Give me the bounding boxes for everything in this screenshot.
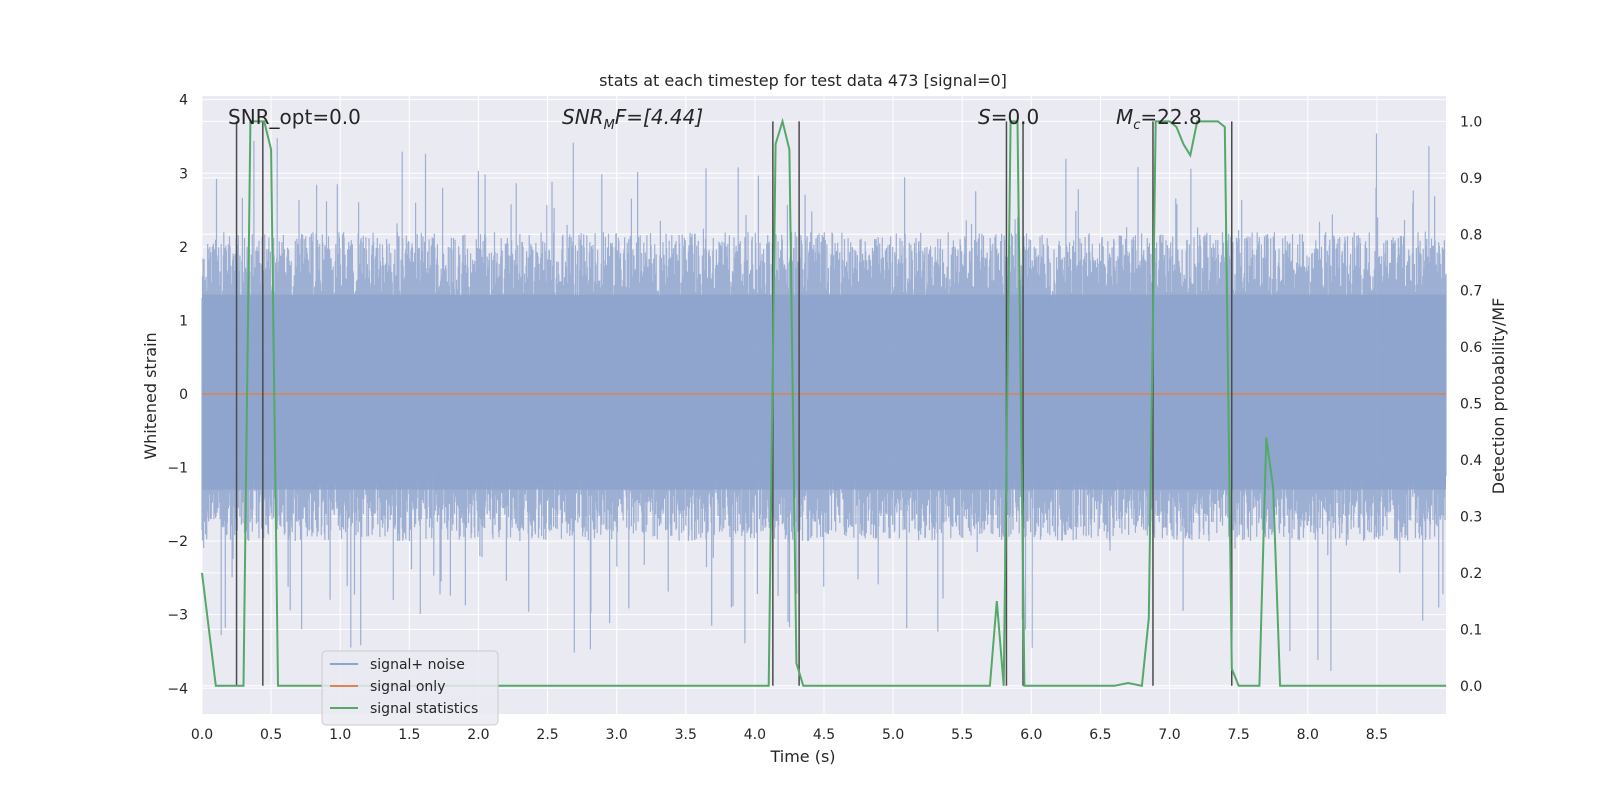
y-left-axis-ticks: 4 3 2 1 0 −1 −2 −3 −4 [167, 93, 188, 698]
legend-entry-noise: signal+ noise [370, 657, 465, 673]
y-right-axis-label: Detection probability/MF [1489, 298, 1508, 495]
y-right-tick-label: 0.8 [1460, 227, 1482, 243]
legend-entry-stats: signal statistics [370, 701, 478, 717]
mc-sub: c [1133, 118, 1140, 133]
y-left-tick-label: 4 [179, 93, 188, 109]
x-tick-label: 3.5 [675, 727, 697, 743]
x-tick-label: 8.0 [1297, 727, 1319, 743]
series-signal-plus-noise [201, 133, 1447, 671]
y-right-tick-label: 0.4 [1460, 453, 1482, 469]
y-left-tick-label: −2 [167, 534, 188, 550]
mc-value: =22.8 [1140, 105, 1201, 129]
y-left-tick-label: 3 [179, 166, 188, 182]
x-tick-label: 2.5 [536, 727, 558, 743]
x-axis-label: Time (s) [769, 747, 835, 766]
legend-box [321, 650, 499, 726]
chart-title: stats at each timestep for test data 473… [599, 71, 1007, 90]
y-right-axis-ticks: 1.0 0.9 0.8 0.7 0.6 0.5 0.4 0.3 0.2 0.1 0.0 [1460, 114, 1482, 694]
x-tick-label: 5.0 [882, 727, 904, 743]
x-tick-label: 7.0 [1158, 727, 1180, 743]
x-tick-label: 5.5 [951, 727, 973, 743]
series-signal-statistics [201, 117, 1446, 687]
y-right-tick-label: 0.1 [1460, 622, 1482, 638]
annotation-snr-mf: SNRMF=[4.44] [562, 105, 703, 133]
x-tick-label: 6.0 [1020, 727, 1042, 743]
y-right-tick-label: 0.3 [1460, 509, 1482, 525]
y-right-tick-label: 0.7 [1460, 284, 1482, 300]
s-label: S [978, 105, 991, 129]
y-right-tick-label: 0.0 [1460, 679, 1482, 695]
y-right-tick-label: 0.6 [1460, 340, 1482, 356]
y-right-tick-label: 0.9 [1460, 171, 1482, 187]
y-left-tick-label: −3 [167, 608, 188, 624]
annotation-s: S=0.0 [978, 105, 1039, 129]
x-tick-label: 4.5 [813, 727, 835, 743]
legend-entry-signal: signal only [370, 679, 445, 695]
mc-label: M [1116, 105, 1133, 129]
y-left-tick-label: −1 [167, 461, 188, 477]
y-right-tick-label: 0.2 [1460, 566, 1482, 582]
x-tick-label: 1.0 [329, 727, 351, 743]
x-tick-label: 0.5 [260, 727, 282, 743]
noise-band [202, 294, 1446, 490]
x-tick-label: 4.0 [744, 727, 766, 743]
x-axis-ticks: 0.0 0.5 1.0 1.5 2.0 2.5 3.0 3.5 4.0 4.5 5.0 5.5 6.0 6… [191, 727, 1388, 743]
x-tick-label: 0.0 [191, 727, 213, 743]
y-left-tick-label: 1 [179, 313, 188, 329]
x-tick-label: 2.0 [467, 727, 489, 743]
snr-mf-sub: M [604, 118, 615, 133]
stats-line [201, 117, 1446, 687]
x-tick-label: 7.5 [1228, 727, 1250, 743]
snr-mf-suffix: F=[4.44] [615, 105, 703, 129]
y-left-tick-label: −4 [167, 681, 188, 697]
annotation-mc: Mc=22.8 [1116, 105, 1202, 133]
legend: signal+ noise signal only signal statist… [321, 650, 499, 726]
x-tick-label: 1.5 [398, 727, 420, 743]
y-left-axis-label: Whitened strain [141, 332, 160, 459]
y-right-tick-label: 1.0 [1460, 114, 1482, 130]
s-value: =0.0 [991, 105, 1040, 129]
y-left-tick-label: 0 [179, 387, 188, 403]
annotation-snr-opt: SNR_opt=0.0 [228, 105, 361, 129]
snr-mf-prefix: SNR [562, 105, 604, 129]
x-tick-label: 6.5 [1089, 727, 1111, 743]
x-tick-label: 3.0 [606, 727, 628, 743]
x-tick-label: 8.5 [1366, 727, 1388, 743]
y-right-tick-label: 0.5 [1460, 397, 1482, 413]
y-left-tick-label: 2 [179, 240, 188, 256]
